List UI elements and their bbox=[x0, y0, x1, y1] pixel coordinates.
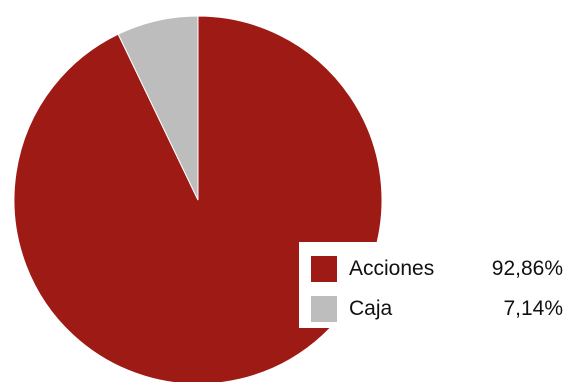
legend-swatch-caja bbox=[311, 296, 337, 322]
legend-value-acciones: 92,86% bbox=[491, 257, 563, 280]
pie-slice-caja bbox=[117, 15, 199, 201]
legend-label-acciones: Acciones bbox=[349, 257, 435, 280]
legend-label-caja: Caja bbox=[349, 297, 393, 320]
chart-legend: Acciones 92,86% Caja 7,14% bbox=[299, 242, 571, 328]
legend-swatch-acciones bbox=[311, 256, 337, 282]
legend-item-acciones: Acciones 92,86% bbox=[299, 246, 571, 286]
legend-item-caja: Caja 7,14% bbox=[299, 286, 571, 326]
pie-slice-acciones bbox=[13, 15, 383, 382]
legend-value-caja: 7,14% bbox=[503, 297, 563, 320]
